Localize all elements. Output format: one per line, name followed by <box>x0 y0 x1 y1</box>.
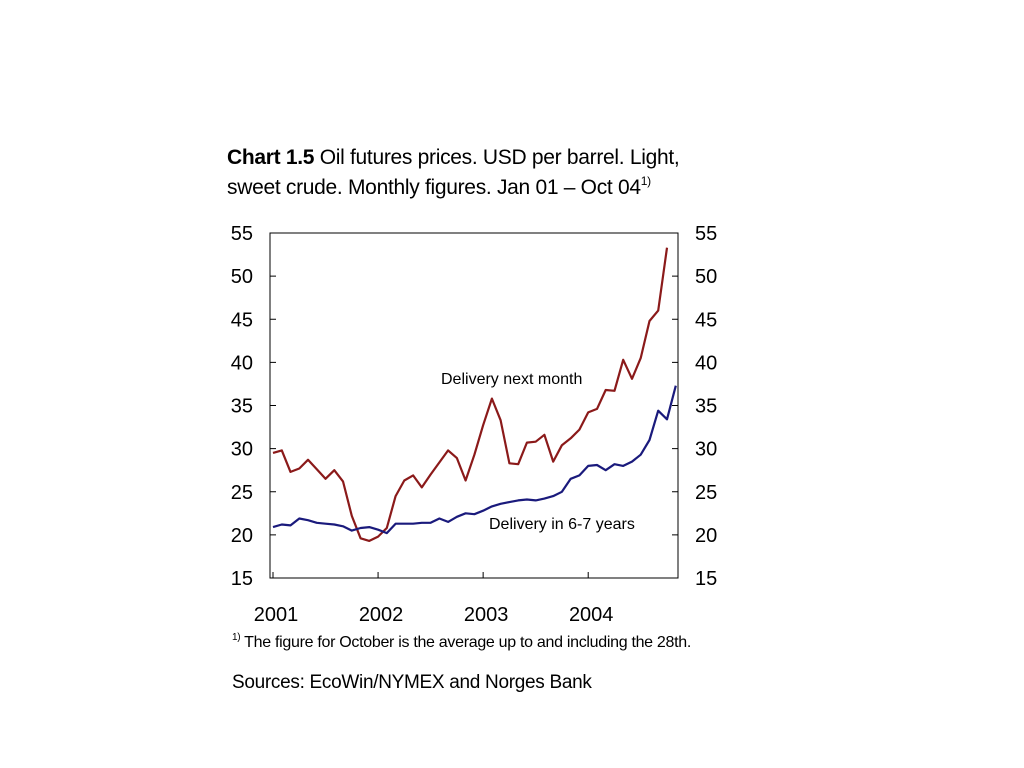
chart-title: Chart 1.5 Oil futures prices. USD per ba… <box>227 143 747 203</box>
y-tick-label-right: 15 <box>695 568 717 590</box>
y-tick-label-left: 25 <box>231 482 253 504</box>
chart-lines <box>272 247 677 543</box>
series-line-next-month <box>272 247 669 543</box>
y-tick-label-right: 40 <box>695 352 717 374</box>
footnote-marker: 1) <box>232 632 241 643</box>
chart-number: Chart 1.5 <box>227 146 315 169</box>
y-tick-label-left: 40 <box>231 352 253 374</box>
y-tick-label-right: 30 <box>695 439 717 461</box>
chart-labels: 15 15 20 20 25 25 30 30 35 35 40 40 45 45 50 50 55 55 2001… <box>231 223 718 626</box>
title-line-2: sweet crude. Monthly figures. Jan 01 – O… <box>227 176 641 199</box>
y-tick-label-right: 35 <box>695 396 717 418</box>
y-tick-label-left: 30 <box>231 439 253 461</box>
y-tick-label-right: 55 <box>695 223 717 245</box>
sources-note: Sources: EcoWin/NYMEX and Norges Bank <box>232 672 592 693</box>
footnote: 1) The figure for October is the average… <box>232 632 692 652</box>
annotation-next-month: Delivery next month <box>441 371 582 388</box>
x-tick-label: 2002 <box>359 604 404 626</box>
y-tick-label-right: 50 <box>695 266 717 288</box>
y-tick-label-left: 35 <box>231 396 253 418</box>
annotation-6-7-years: Delivery in 6-7 years <box>489 516 635 533</box>
y-tick-label-left: 50 <box>231 266 253 288</box>
y-tick-label-left: 55 <box>231 223 253 245</box>
y-tick-label-left: 20 <box>231 525 253 547</box>
x-tick-label: 2003 <box>464 604 509 626</box>
title-footnote-marker: 1) <box>640 174 651 188</box>
chart-axes <box>269 232 679 579</box>
series-line-6-7-years <box>272 385 677 535</box>
x-tick-label: 2001 <box>254 604 299 626</box>
y-tick-label-right: 45 <box>695 309 717 331</box>
footnote-text: The figure for October is the average up… <box>240 634 692 651</box>
x-tick-label: 2004 <box>569 604 614 626</box>
y-tick-label-left: 45 <box>231 309 253 331</box>
title-line-1: Oil futures prices. USD per barrel. Ligh… <box>314 146 680 169</box>
y-tick-label-right: 25 <box>695 482 717 504</box>
y-tick-label-right: 20 <box>695 525 717 547</box>
y-tick-label-left: 15 <box>231 568 253 590</box>
